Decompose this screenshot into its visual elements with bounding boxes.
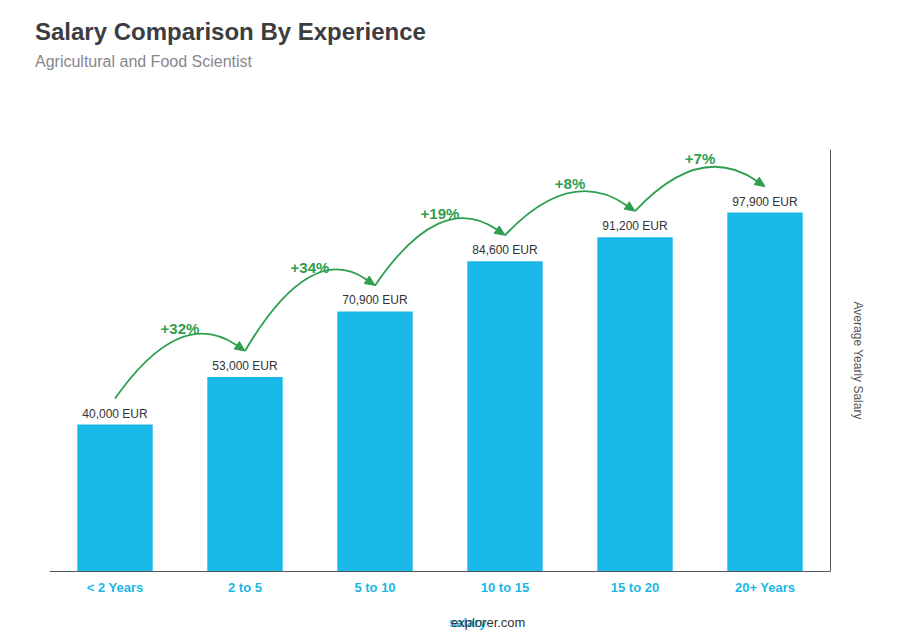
svg-text:2 to 5: 2 to 5: [228, 580, 262, 595]
svg-text:+8%: +8%: [555, 175, 585, 192]
svg-text:Salary Comparison By Experienc: Salary Comparison By Experience: [35, 18, 426, 45]
svg-text:40,000 EUR: 40,000 EUR: [82, 407, 148, 421]
svg-text:+34%: +34%: [291, 259, 330, 276]
svg-text:Agricultural and Food Scientis: Agricultural and Food Scientist: [35, 53, 253, 70]
svg-text:5 to 10: 5 to 10: [354, 580, 395, 595]
svg-text:explorer.com: explorer.com: [451, 615, 525, 630]
svg-text:+19%: +19%: [421, 205, 460, 222]
svg-text:84,600 EUR: 84,600 EUR: [472, 243, 538, 257]
svg-text:91,200 EUR: 91,200 EUR: [602, 219, 668, 233]
svg-text:+32%: +32%: [161, 320, 200, 337]
svg-text:20+ Years: 20+ Years: [735, 580, 795, 595]
svg-text:97,900 EUR: 97,900 EUR: [732, 195, 798, 209]
svg-text:15 to 20: 15 to 20: [611, 580, 659, 595]
svg-text:Average Yearly Salary: Average Yearly Salary: [851, 302, 865, 420]
svg-text:53,000 EUR: 53,000 EUR: [212, 359, 278, 373]
svg-text:10 to 15: 10 to 15: [481, 580, 529, 595]
svg-text:70,900 EUR: 70,900 EUR: [342, 293, 408, 307]
svg-text:+7%: +7%: [685, 150, 715, 167]
svg-text:< 2 Years: < 2 Years: [87, 580, 144, 595]
